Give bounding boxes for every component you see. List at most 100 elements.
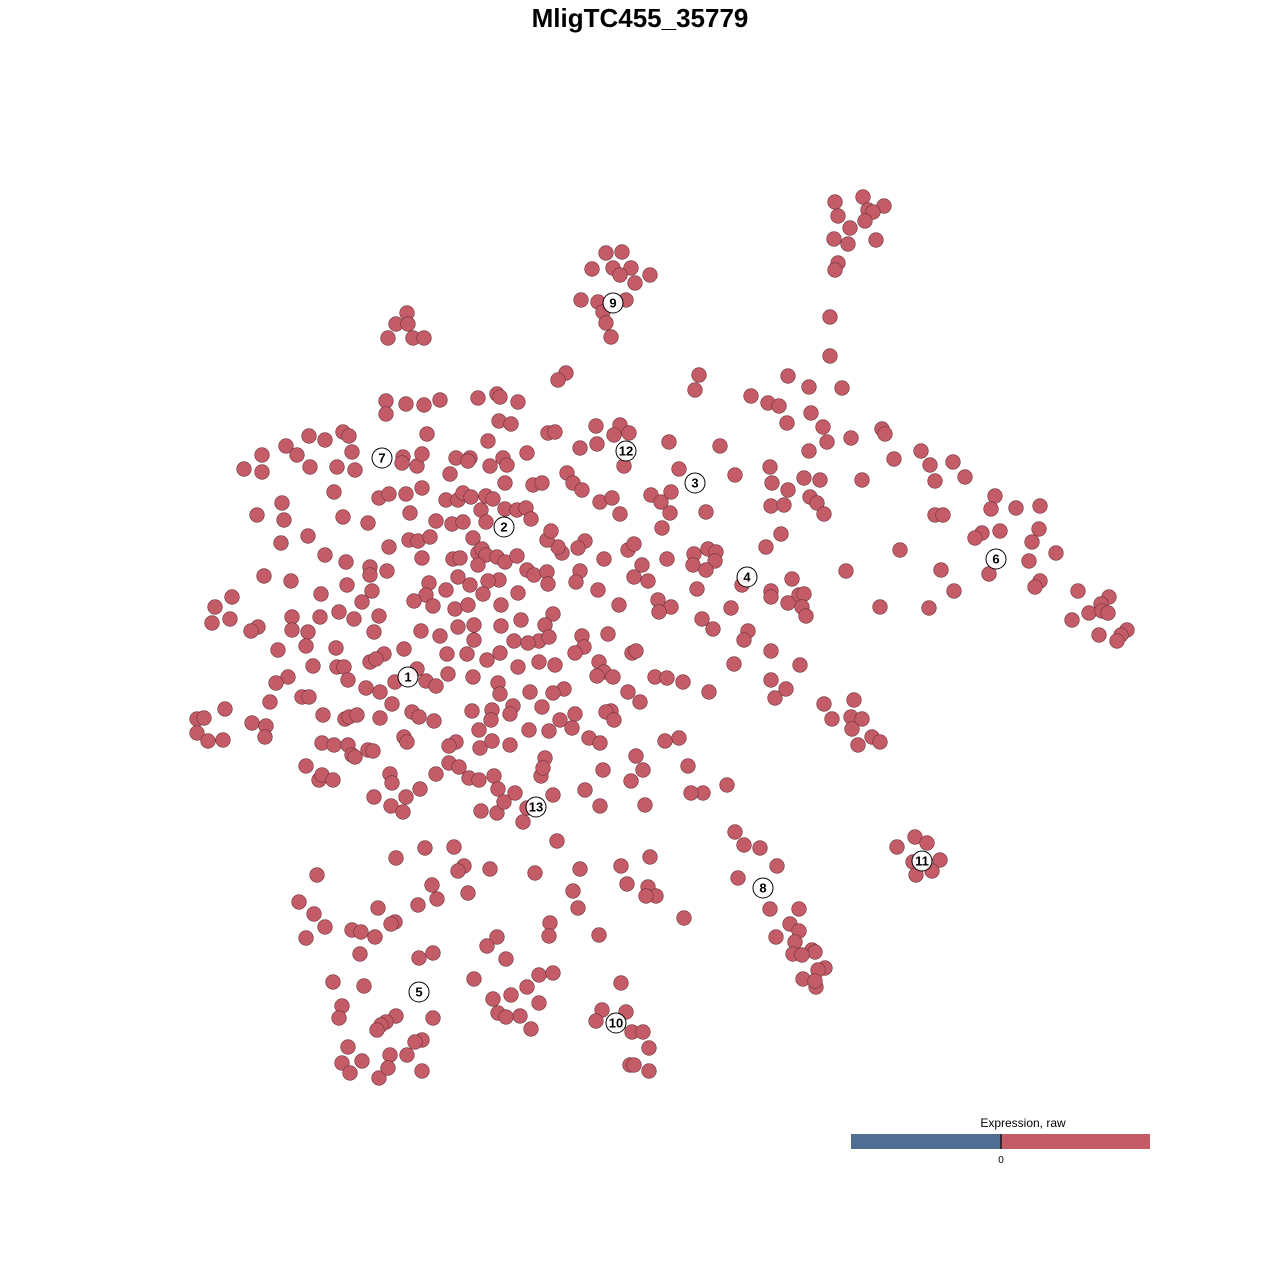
data-point	[543, 523, 559, 539]
data-point	[1081, 605, 1097, 621]
data-point	[366, 789, 382, 805]
data-point	[726, 656, 742, 672]
data-point	[411, 950, 427, 966]
data-point	[1048, 545, 1064, 561]
data-point	[550, 539, 566, 555]
data-point	[438, 582, 454, 598]
data-point	[819, 434, 835, 450]
data-point	[550, 372, 566, 388]
data-point	[796, 470, 812, 486]
data-point	[306, 906, 322, 922]
data-point	[383, 798, 399, 814]
data-point	[626, 569, 642, 585]
data-point	[283, 573, 299, 589]
data-point	[642, 849, 658, 865]
data-point	[510, 585, 526, 601]
data-point	[470, 557, 486, 573]
data-point	[425, 1010, 441, 1026]
cluster-label-6: 6	[985, 548, 1007, 570]
data-point	[840, 236, 856, 252]
data-point	[659, 670, 675, 686]
cluster-label-7: 7	[371, 447, 393, 469]
data-point	[758, 539, 774, 555]
data-point	[204, 615, 220, 631]
data-point	[606, 427, 622, 443]
data-point	[572, 861, 588, 877]
data-point	[591, 927, 607, 943]
cluster-label-circle	[752, 877, 774, 899]
data-point	[651, 604, 667, 620]
data-point	[466, 632, 482, 648]
data-point	[612, 506, 628, 522]
data-point	[478, 514, 494, 530]
legend: Expression, raw 0	[851, 1116, 1150, 1166]
data-point	[826, 231, 842, 247]
data-point	[217, 701, 233, 717]
cluster-label-3: 3	[684, 472, 706, 494]
data-point	[480, 573, 496, 589]
data-point	[780, 595, 796, 611]
data-point	[698, 504, 714, 520]
data-point	[803, 405, 819, 421]
data-point	[824, 711, 840, 727]
cluster-label-circle	[602, 292, 624, 314]
data-point	[254, 464, 270, 480]
data-point	[619, 876, 635, 892]
data-point	[1008, 500, 1024, 516]
cluster-label-circle	[397, 666, 419, 688]
cluster-label-circle	[493, 516, 515, 538]
data-point	[584, 261, 600, 277]
data-point	[868, 232, 884, 248]
data-point	[326, 737, 342, 753]
data-point	[763, 672, 779, 688]
data-point	[768, 929, 784, 945]
data-point	[344, 444, 360, 460]
data-point	[313, 586, 329, 602]
data-point	[526, 567, 542, 583]
data-point	[470, 390, 486, 406]
data-point	[1070, 583, 1086, 599]
data-point	[1109, 633, 1125, 649]
data-point	[414, 446, 430, 462]
data-point	[598, 245, 614, 261]
data-point	[606, 712, 622, 728]
data-point	[414, 480, 430, 496]
cluster-label-1: 1	[397, 666, 419, 688]
data-point	[671, 730, 687, 746]
data-point	[907, 829, 923, 845]
data-point	[365, 743, 381, 759]
data-point	[623, 260, 639, 276]
data-point	[730, 870, 746, 886]
data-point	[922, 457, 938, 473]
data-point	[590, 582, 606, 598]
data-point	[595, 762, 611, 778]
data-point	[371, 1070, 387, 1086]
data-point	[460, 597, 476, 613]
data-point	[663, 484, 679, 500]
data-point	[541, 723, 557, 739]
data-point	[844, 721, 860, 737]
data-point	[372, 710, 388, 726]
data-point	[400, 316, 416, 332]
data-point	[368, 651, 384, 667]
data-point	[256, 568, 272, 584]
data-point	[577, 782, 593, 798]
data-point	[189, 725, 205, 741]
data-point	[854, 711, 870, 727]
data-point	[394, 455, 410, 471]
data-point	[857, 213, 873, 229]
data-point	[605, 669, 621, 685]
data-point	[801, 379, 817, 395]
data-point	[498, 1009, 514, 1025]
data-point	[987, 488, 1003, 504]
data-point	[510, 394, 526, 410]
data-point	[426, 713, 442, 729]
data-point	[627, 275, 643, 291]
legend-tick-label: 0	[998, 1155, 1004, 1166]
data-point	[502, 737, 518, 753]
data-point	[196, 710, 212, 726]
data-point	[331, 604, 347, 620]
data-point	[564, 720, 580, 736]
